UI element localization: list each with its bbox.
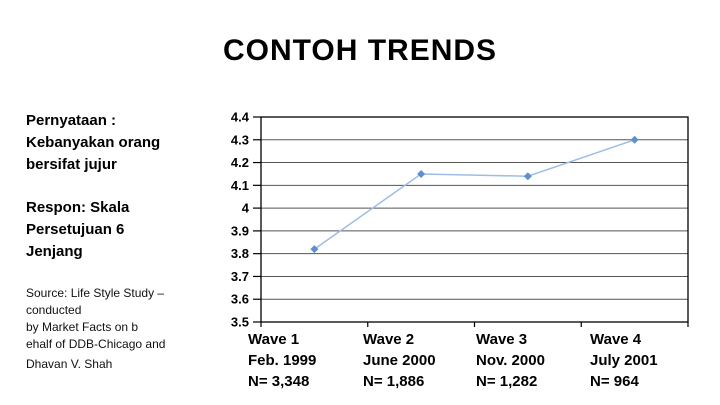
wave-date: July 2001	[590, 352, 658, 369]
source-note: Source: Life Style Study – conducted by …	[26, 285, 221, 373]
wave-count: N= 964	[590, 373, 639, 390]
statement-text: Pernyataan : Kebanyakan orang bersifat j…	[26, 112, 161, 173]
wave-date: June 2000	[363, 352, 436, 369]
y-tick-label: 3.8	[231, 246, 249, 261]
y-tick-label: 4.2	[231, 155, 249, 170]
wave-name: Wave 2	[363, 331, 415, 348]
data-point-marker	[417, 169, 426, 178]
slide-title: CONTOH TRENDS	[222, 34, 498, 67]
y-tick-label: 3.5	[231, 315, 249, 330]
y-tick-label: 4.3	[231, 132, 249, 147]
y-tick-label: 3.7	[231, 269, 249, 284]
wave-name: Wave 3	[476, 331, 528, 348]
source-line: Source: Life Style Study –	[26, 286, 165, 300]
source-line: ehalf of DDB-Chicago and	[26, 337, 166, 351]
plot-border	[260, 116, 689, 323]
response-scale-text: Respon: Skala Persetujuan 6 Jenjang	[26, 199, 130, 260]
y-tick-label: 4.1	[231, 178, 249, 193]
y-tick-label: 4	[242, 201, 250, 216]
x-axis-label-wave1: Wave 1 Feb. 1999 N= 3,348	[248, 329, 358, 392]
wave-date: Nov. 2000	[476, 352, 545, 369]
wave-count: N= 3,348	[248, 373, 310, 390]
source-line: conducted	[26, 303, 82, 317]
y-tick-label: 3.9	[231, 223, 249, 238]
data-point-marker	[310, 245, 319, 254]
trend-line	[313, 139, 635, 250]
y-tick-label: 4.4	[231, 110, 250, 125]
wave-count: N= 1,886	[363, 373, 425, 390]
data-point-marker	[630, 135, 639, 144]
wave-date: Feb. 1999	[248, 352, 317, 369]
wave-name: Wave 4	[590, 331, 642, 348]
y-tick-label: 3.6	[231, 292, 249, 307]
x-axis-label-wave4: Wave 4 July 2001 N= 964	[590, 329, 700, 392]
wave-name: Wave 1	[248, 331, 300, 348]
source-line: Dhavan V. Shah	[26, 357, 113, 371]
x-axis-label-wave2: Wave 2 June 2000 N= 1,886	[363, 329, 473, 392]
x-axis-label-wave3: Wave 3 Nov. 2000 N= 1,282	[476, 329, 586, 392]
source-line: by Market Facts on b	[26, 320, 139, 334]
data-point-marker	[523, 172, 532, 181]
wave-count: N= 1,282	[476, 373, 538, 390]
